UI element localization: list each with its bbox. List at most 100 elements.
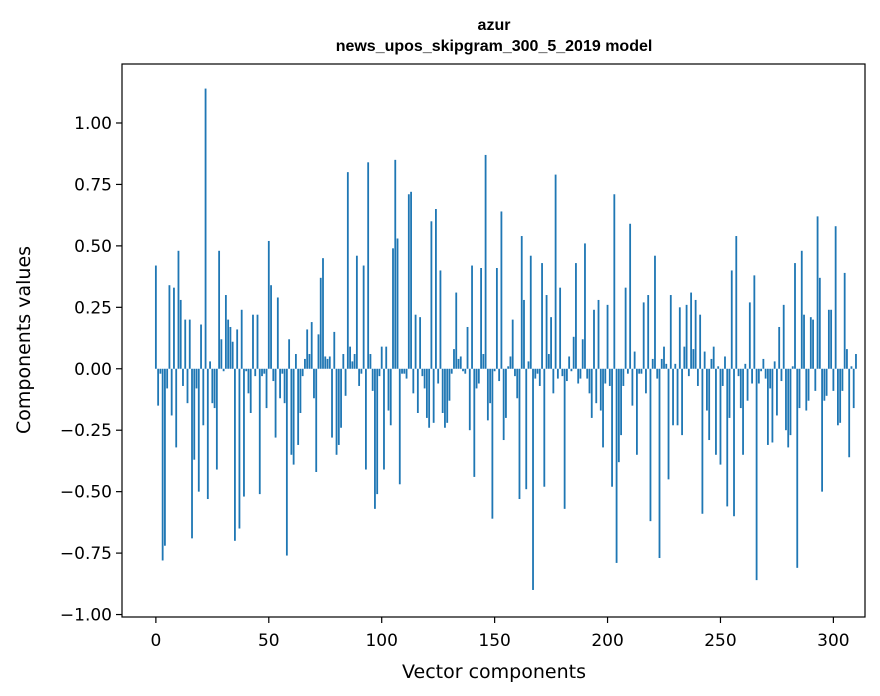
bar-102 [385, 346, 388, 369]
bar-295 [821, 368, 823, 492]
bar-35 [234, 368, 236, 541]
bar-242 [701, 368, 704, 514]
bar-155 [505, 368, 507, 418]
bar-290 [809, 317, 812, 369]
bar-65 [301, 368, 304, 377]
bar-269 [762, 358, 765, 369]
bar-124 [435, 209, 437, 369]
bar-98 [376, 368, 379, 495]
bar-270 [764, 368, 767, 379]
bar-272 [769, 368, 772, 389]
bar-164 [525, 368, 528, 490]
bar-212 [633, 351, 636, 369]
bar-72 [317, 334, 320, 369]
bar-301 [834, 226, 837, 369]
bar-268 [760, 368, 763, 372]
bar-128 [444, 368, 446, 428]
bar-165 [527, 361, 530, 369]
bar-61 [292, 368, 295, 465]
y-axis-label: Components values [13, 246, 35, 434]
bar-197 [599, 368, 602, 411]
bar-111 [405, 368, 408, 379]
bar-23 [206, 368, 209, 500]
bar-117 [419, 317, 422, 369]
bar-231 [676, 368, 679, 426]
bar-6 [168, 285, 171, 369]
bar-217 [645, 368, 647, 394]
bar-64 [299, 368, 302, 413]
bar-248 [715, 368, 717, 455]
bar-37 [238, 368, 241, 529]
x-tick-label-0: 0 [150, 631, 161, 651]
bar-2 [159, 368, 162, 374]
bar-274 [773, 361, 776, 369]
bar-145 [482, 354, 485, 369]
bar-0 [154, 265, 157, 369]
bar-228 [669, 295, 672, 369]
bar-232 [678, 307, 681, 369]
bar-94 [367, 162, 370, 369]
bar-17 [193, 368, 196, 460]
bar-50 [267, 240, 270, 369]
bar-99 [378, 368, 381, 377]
bar-150 [493, 368, 496, 372]
axes-group: 0 50 100 150 200 250 300 −1.00 −0.75 −0.50 −0.25 0.… [60, 114, 850, 651]
bar-86 [349, 346, 351, 369]
bar-54 [276, 297, 279, 369]
bar-187 [577, 368, 580, 384]
y-tick-label-3: −0.25 [60, 421, 112, 441]
bar-134 [457, 358, 460, 369]
bar-21 [202, 368, 205, 426]
bar-253 [726, 368, 729, 507]
bar-59 [288, 339, 291, 369]
bar-34 [231, 341, 234, 369]
bar-43 [252, 314, 254, 369]
bar-119 [423, 368, 426, 389]
bar-84 [344, 368, 347, 396]
bar-137 [464, 368, 467, 374]
bar-207 [622, 368, 625, 386]
plot-frame [121, 63, 866, 618]
bar-161 [518, 368, 521, 500]
bar-264 [751, 368, 753, 384]
bar-39 [243, 368, 245, 497]
bar-245 [708, 368, 711, 441]
bar-122 [430, 221, 433, 369]
y-tick-label-1: −0.75 [60, 544, 112, 564]
bar-252 [724, 356, 726, 369]
bar-196 [597, 299, 600, 369]
bar-101 [383, 368, 385, 470]
bar-213 [636, 368, 638, 455]
bar-9 [175, 368, 178, 448]
x-tick-label-50: 50 [258, 631, 280, 651]
bar-215 [640, 368, 643, 374]
bar-258 [737, 368, 740, 377]
bar-297 [825, 368, 828, 396]
bar-66 [304, 358, 306, 369]
y-tick-label-5: 0.25 [74, 298, 112, 318]
bar-108 [398, 368, 401, 485]
bar-163 [523, 299, 525, 369]
y-tick-label-0: −1.00 [60, 606, 112, 626]
bar-254 [728, 368, 731, 418]
bar-233 [681, 368, 683, 436]
bar-260 [742, 368, 744, 455]
bar-246 [710, 358, 713, 369]
bar-203 [613, 194, 616, 369]
bar-265 [753, 275, 756, 369]
bar-299 [830, 309, 833, 369]
bar-22 [204, 88, 207, 369]
bar-20 [200, 324, 202, 369]
bar-224 [660, 358, 663, 369]
bar-285 [798, 368, 801, 409]
bar-181 [563, 368, 566, 509]
bar-177 [554, 174, 557, 369]
bar-189 [581, 339, 584, 369]
bar-11 [179, 299, 182, 369]
bar-91 [360, 368, 363, 374]
bar-89 [355, 255, 358, 369]
bar-85 [346, 172, 349, 369]
bar-82 [340, 368, 342, 428]
bar-132 [453, 349, 455, 369]
x-tick-label-100: 100 [365, 631, 397, 651]
